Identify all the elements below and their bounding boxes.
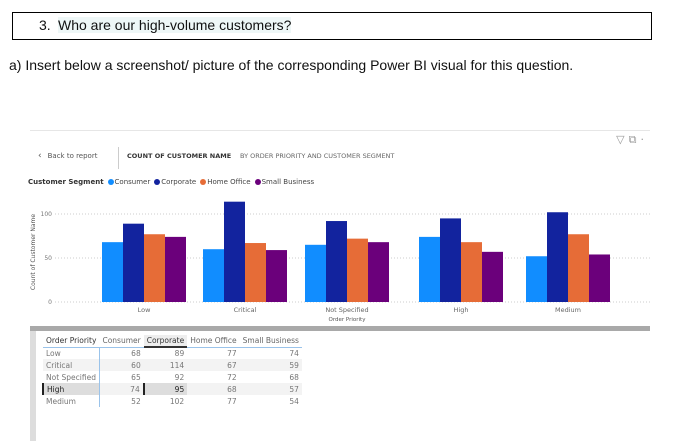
table-cell: 114 xyxy=(143,359,188,371)
table-cell: 65 xyxy=(131,372,141,382)
table-cell: 77 xyxy=(227,348,237,358)
table-row[interactable]: Medium 52 102 77 54 xyxy=(43,395,302,407)
row-label: High xyxy=(41,383,100,395)
panel-divider xyxy=(30,326,650,331)
bar-critical-corporate[interactable] xyxy=(224,201,245,302)
y-tick-label: 0 xyxy=(48,299,52,306)
x-tick-label: Low xyxy=(138,306,151,314)
table-cell: 68 xyxy=(289,372,299,382)
table-cell: 77 xyxy=(227,396,237,406)
legend-item-small-business[interactable]: Small Business xyxy=(254,178,314,186)
chevron-left-icon: ‹ xyxy=(38,151,42,161)
table-row[interactable]: Critical 60 114 67 59 xyxy=(43,359,302,371)
bar-critical-consumer[interactable] xyxy=(203,249,224,302)
table-cell: 68 xyxy=(131,348,141,358)
bar-high-home-office[interactable] xyxy=(461,242,482,302)
table-row[interactable]: Low 68 89 77 74 xyxy=(43,347,302,359)
table-cell: 54 xyxy=(289,396,299,406)
y-tick-label: 50 xyxy=(44,255,52,262)
x-axis-label: Order Priority xyxy=(329,317,367,323)
bar-high-corporate[interactable] xyxy=(440,218,461,302)
bar-low-small-business[interactable] xyxy=(165,236,186,302)
bar-low-consumer[interactable] xyxy=(102,242,123,302)
row-label: Medium xyxy=(43,395,100,407)
row-label: Low xyxy=(43,347,100,359)
bar-medium-corporate[interactable] xyxy=(547,212,568,302)
bar-not-specified-small-business[interactable] xyxy=(368,242,389,302)
visual-header-icons: ▽⧉· xyxy=(616,133,648,147)
x-tick-label: Medium xyxy=(555,306,581,314)
table-cell: 74 xyxy=(289,348,299,358)
table-cell: 72 xyxy=(227,372,237,382)
legend-item-corporate[interactable]: Corporate xyxy=(154,178,196,186)
legend-title: Customer Segment xyxy=(28,178,104,186)
x-tick-label: Critical xyxy=(234,306,257,314)
filter-icon[interactable]: ▽ xyxy=(616,133,629,146)
legend-item-home-office[interactable]: Home Office xyxy=(200,178,251,186)
bar-not-specified-home-office[interactable] xyxy=(347,238,368,302)
visual-title: COUNT OF CUSTOMER NAME xyxy=(127,152,232,160)
question-box: 3. Who are our high-volume customers? xyxy=(12,12,652,40)
bar-medium-consumer[interactable] xyxy=(526,256,547,302)
data-table-panel: Order Priority Consumer Corporate Home Offi… xyxy=(30,331,320,441)
column-header[interactable]: Small Business xyxy=(239,335,302,348)
table-cell: 68 xyxy=(187,383,240,395)
question-text: Who are our high-volume customers? xyxy=(58,17,292,33)
data-table: Order Priority Consumer Corporate Home Offi… xyxy=(41,335,302,407)
y-axis-label: Count of Customer Name xyxy=(30,214,37,290)
table-cell: 74 xyxy=(99,383,144,395)
power-bi-visual: ▽⧉· ‹ Back to report COUNT OF CUSTOMER NA… xyxy=(28,130,652,441)
question-number: 3. xyxy=(39,17,51,33)
divider xyxy=(30,130,650,131)
bar-high-small-business[interactable] xyxy=(482,251,503,302)
bar-chart: 0 50 100 Count of Customer Name Low Critical N… xyxy=(30,201,650,323)
table-cell: 52 xyxy=(131,396,141,406)
table-row[interactable]: High 74 95 68 57 xyxy=(41,383,302,395)
table-cell: 95 xyxy=(142,383,188,395)
column-header[interactable]: Corporate xyxy=(143,335,188,348)
column-header[interactable]: Order Priority xyxy=(43,335,100,348)
back-to-report-button[interactable]: ‹ Back to report xyxy=(38,151,97,161)
bar-low-home-office[interactable] xyxy=(144,234,165,302)
bar-high-consumer[interactable] xyxy=(419,236,440,302)
bar-not-specified-consumer[interactable] xyxy=(305,244,326,302)
table-cell: 60 xyxy=(99,359,144,371)
separator xyxy=(118,147,119,169)
y-tick-label: 100 xyxy=(41,211,53,218)
bar-critical-small-business[interactable] xyxy=(266,250,287,302)
bar-low-corporate[interactable] xyxy=(123,223,144,302)
row-label: Critical xyxy=(43,359,100,371)
table-row[interactable]: Not Specified 65 92 72 68 xyxy=(43,371,302,383)
legend-item-consumer[interactable]: Consumer xyxy=(107,178,150,186)
table-cell: 59 xyxy=(239,359,302,371)
focus-mode-icon[interactable]: ⧉ xyxy=(628,133,641,146)
x-tick-label: Not Specified xyxy=(325,306,368,314)
bar-not-specified-corporate[interactable] xyxy=(326,221,347,302)
instruction-text: a) Insert below a screenshot/ picture of… xyxy=(9,57,574,73)
x-tick-label: High xyxy=(454,306,469,314)
back-label: Back to report xyxy=(47,152,98,160)
table-cell: 92 xyxy=(174,372,185,382)
row-label: Not Specified xyxy=(43,371,100,383)
table-cell: 57 xyxy=(239,383,302,395)
bar-medium-home-office[interactable] xyxy=(568,234,589,302)
bar-critical-home-office[interactable] xyxy=(245,243,266,302)
table-cell: 67 xyxy=(187,359,240,371)
column-header[interactable]: Consumer xyxy=(99,335,144,348)
bar-medium-small-business[interactable] xyxy=(589,254,610,302)
table-cell: 89 xyxy=(174,349,185,358)
more-options-icon[interactable]: · xyxy=(640,133,648,146)
column-header[interactable]: Home Office xyxy=(187,335,240,348)
table-cell: 102 xyxy=(169,396,185,406)
visual-subtitle: BY ORDER PRIORITY AND CUSTOMER SEGMENT xyxy=(240,152,395,160)
legend: Customer Segment Consumer Corporate Home… xyxy=(28,178,314,186)
